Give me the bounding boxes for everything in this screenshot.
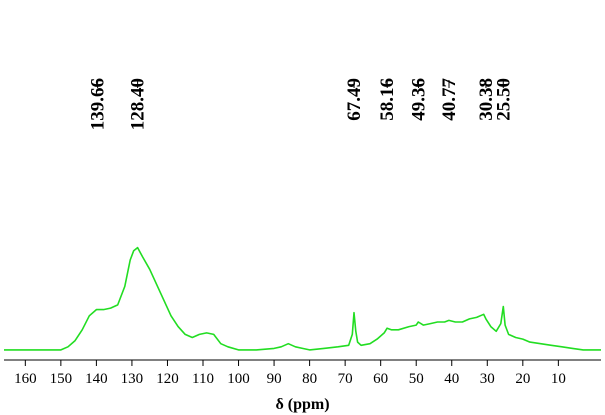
x-tick-label-40: 40 — [444, 371, 459, 387]
x-tick-label-30: 30 — [480, 371, 495, 387]
peak-label-58.16: 58.16 — [377, 78, 398, 121]
x-tick-label-100: 100 — [227, 371, 250, 387]
x-tick-label-150: 150 — [50, 371, 73, 387]
x-tick-label-120: 120 — [156, 371, 179, 387]
x-axis-tick-labels: 160 150 140 130 120 110 100 90 80 70 60 50 40 30 20 10 — [14, 371, 566, 387]
peak-label-30.38: 30.38 — [476, 78, 497, 121]
peak-markers — [97, 80, 504, 88]
x-tick-label-60: 60 — [373, 371, 388, 387]
peak-label-40.77: 40.77 — [439, 78, 460, 121]
peak-label-25.50: 25.50 — [493, 78, 514, 121]
x-tick-label-70: 70 — [338, 371, 353, 387]
x-tick-label-110: 110 — [192, 371, 214, 387]
x-axis-ticks — [24, 360, 559, 366]
x-tick-label-160: 160 — [14, 371, 37, 387]
x-axis-title: δ (ppm) — [275, 396, 329, 413]
x-tick-label-20: 20 — [515, 371, 530, 387]
peak-label-128.40: 128.40 — [128, 78, 149, 130]
x-tick-label-90: 90 — [267, 371, 282, 387]
peak-label-139.66: 139.66 — [88, 78, 109, 130]
x-tick-label-50: 50 — [409, 371, 424, 387]
x-tick-label-140: 140 — [85, 371, 108, 387]
x-tick-label-10: 10 — [551, 371, 566, 387]
x-tick-label-80: 80 — [302, 371, 317, 387]
peak-label-67.49: 67.49 — [344, 78, 365, 121]
peak-labels: 139.66 128.40 67.49 58.16 49.36 40.77 30.3825.… — [88, 78, 515, 131]
peak-label-49.36: 49.36 — [409, 78, 430, 121]
spectrum-line — [4, 246, 601, 351]
x-tick-label-130: 130 — [121, 371, 144, 387]
